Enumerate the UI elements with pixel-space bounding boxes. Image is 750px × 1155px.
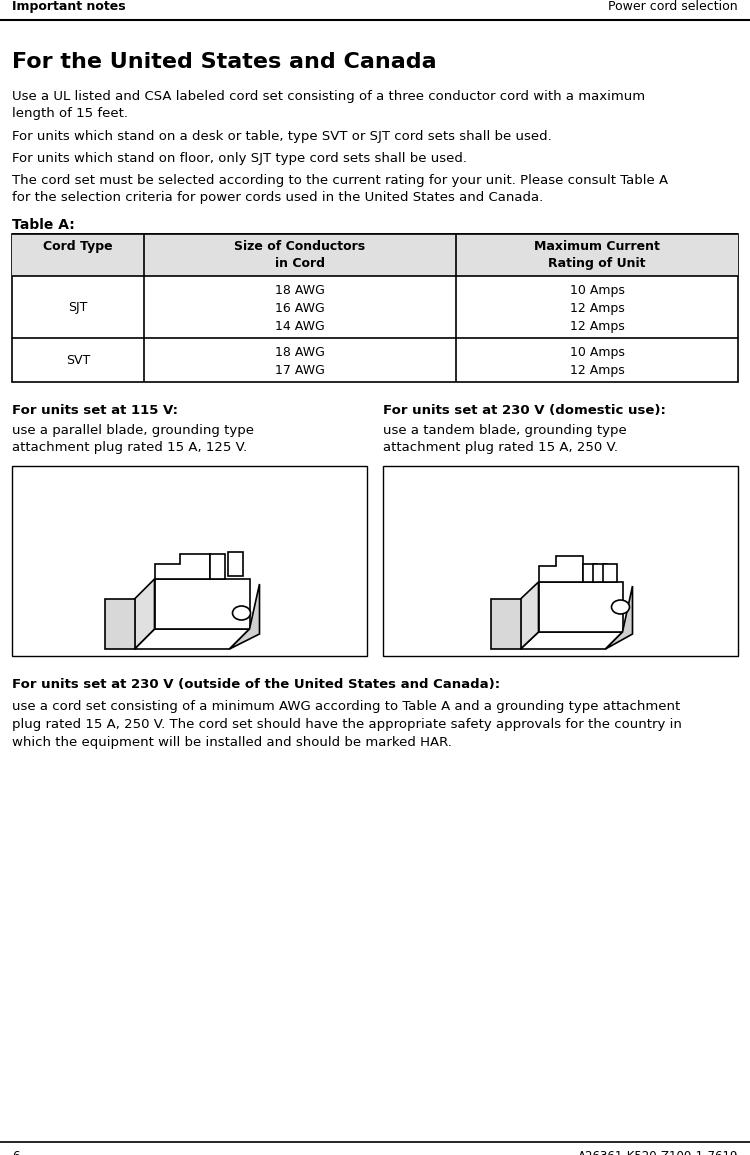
Text: For units set at 230 V (domestic use):: For units set at 230 V (domestic use): bbox=[383, 404, 666, 417]
Polygon shape bbox=[227, 552, 242, 576]
Polygon shape bbox=[134, 629, 250, 649]
Polygon shape bbox=[602, 564, 616, 582]
Text: use a tandem blade, grounding type
attachment plug rated 15 A, 250 V.: use a tandem blade, grounding type attac… bbox=[383, 424, 627, 454]
Polygon shape bbox=[538, 556, 583, 582]
Polygon shape bbox=[154, 579, 250, 629]
Text: Cord Type: Cord Type bbox=[44, 240, 112, 253]
Text: For units which stand on floor, only SJT type cord sets shall be used.: For units which stand on floor, only SJT… bbox=[12, 152, 467, 165]
Text: use a parallel blade, grounding type
attachment plug rated 15 A, 125 V.: use a parallel blade, grounding type att… bbox=[12, 424, 254, 454]
Text: use a cord set consisting of a minimum AWG according to Table A and a grounding : use a cord set consisting of a minimum A… bbox=[12, 700, 682, 748]
Text: For units set at 115 V:: For units set at 115 V: bbox=[12, 404, 178, 417]
Bar bbox=[12, 465, 367, 656]
Text: Power cord selection: Power cord selection bbox=[608, 0, 738, 13]
Ellipse shape bbox=[611, 599, 629, 614]
Text: Important notes: Important notes bbox=[12, 0, 125, 13]
Polygon shape bbox=[520, 582, 538, 649]
Polygon shape bbox=[538, 582, 622, 632]
Text: 10 Amps
12 Amps: 10 Amps 12 Amps bbox=[569, 346, 625, 377]
Polygon shape bbox=[583, 564, 596, 582]
Polygon shape bbox=[520, 632, 622, 649]
Text: SJT: SJT bbox=[68, 300, 88, 313]
Polygon shape bbox=[104, 599, 134, 649]
Polygon shape bbox=[230, 584, 260, 649]
Text: 10 Amps
12 Amps
12 Amps: 10 Amps 12 Amps 12 Amps bbox=[569, 284, 625, 333]
Polygon shape bbox=[592, 564, 607, 582]
Bar bbox=[12, 234, 738, 382]
Polygon shape bbox=[134, 579, 154, 649]
Text: For units which stand on a desk or table, type SVT or SJT cord sets shall be use: For units which stand on a desk or table… bbox=[12, 131, 552, 143]
Text: 18 AWG
16 AWG
14 AWG: 18 AWG 16 AWG 14 AWG bbox=[275, 284, 325, 333]
Text: Table A:: Table A: bbox=[12, 218, 75, 232]
Text: Maximum Current
Rating of Unit: Maximum Current Rating of Unit bbox=[534, 240, 660, 270]
Text: For units set at 230 V (outside of the United States and Canada):: For units set at 230 V (outside of the U… bbox=[12, 678, 500, 691]
Polygon shape bbox=[605, 586, 632, 649]
Text: SVT: SVT bbox=[66, 353, 90, 366]
Text: Size of Conductors
in Cord: Size of Conductors in Cord bbox=[235, 240, 365, 270]
Text: The cord set must be selected according to the current rating for your unit. Ple: The cord set must be selected according … bbox=[12, 174, 668, 204]
Polygon shape bbox=[154, 554, 209, 579]
Text: 6: 6 bbox=[12, 1150, 20, 1155]
Text: 18 AWG
17 AWG: 18 AWG 17 AWG bbox=[275, 346, 325, 377]
Text: A26361-K520-Z100-1-7619: A26361-K520-Z100-1-7619 bbox=[578, 1150, 738, 1155]
Polygon shape bbox=[209, 554, 224, 579]
Bar bbox=[383, 465, 738, 656]
Bar bbox=[12, 234, 738, 276]
Text: Use a UL listed and CSA labeled cord set consisting of a three conductor cord wi: Use a UL listed and CSA labeled cord set… bbox=[12, 90, 645, 120]
Polygon shape bbox=[490, 599, 520, 649]
Text: For the United States and Canada: For the United States and Canada bbox=[12, 52, 436, 72]
Ellipse shape bbox=[232, 606, 250, 620]
